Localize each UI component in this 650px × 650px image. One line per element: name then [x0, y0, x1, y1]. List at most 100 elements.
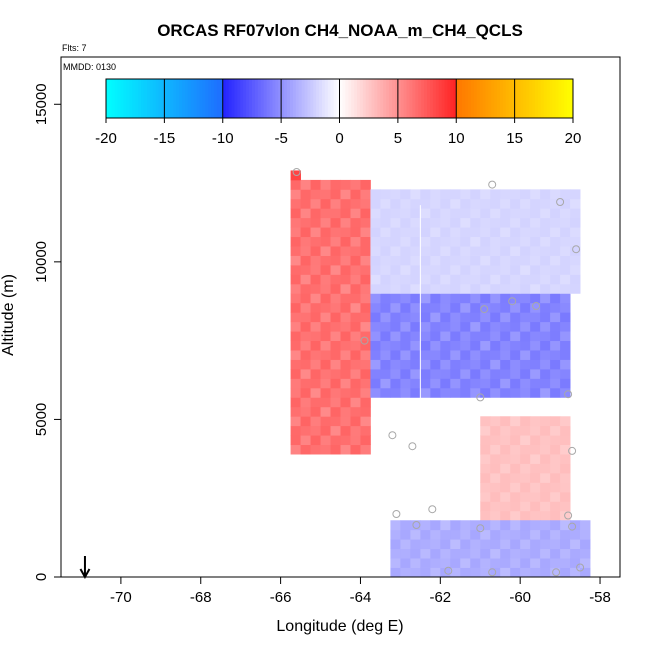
sample-point	[488, 568, 497, 577]
heatmap-cell	[330, 321, 341, 332]
heatmap-cell	[540, 340, 551, 351]
heatmap-cell	[400, 321, 411, 332]
heatmap-cell	[420, 387, 431, 398]
heatmap-cell	[450, 302, 461, 313]
heatmap-cell	[310, 293, 321, 304]
colorbar-segment	[336, 79, 340, 118]
heatmap-cell	[410, 246, 421, 256]
heatmap-cell	[450, 539, 461, 550]
heatmap-cell	[520, 189, 531, 200]
heatmap-cell	[390, 529, 401, 540]
heatmap-cell	[560, 539, 571, 550]
heatmap-cell	[330, 312, 341, 323]
colorbar-segment	[213, 79, 218, 118]
heatmap-cell	[450, 369, 461, 379]
heatmap-cell	[480, 567, 491, 578]
heatmap-cell	[380, 378, 391, 389]
heatmap-cell	[360, 265, 371, 275]
heatmap-cell	[510, 567, 521, 578]
x-tick-label: -64	[350, 589, 372, 606]
heatmap-cell	[520, 217, 531, 228]
heatmap-cell	[570, 198, 581, 209]
colorbar-segment	[149, 79, 154, 118]
colorbar-segment	[135, 79, 139, 118]
heatmap-cell	[510, 293, 521, 304]
heatmap-cell	[530, 283, 541, 294]
heatmap-cell	[470, 217, 481, 228]
heatmap-cell	[460, 539, 471, 550]
heatmap-cell	[470, 274, 481, 285]
heatmap-cell	[430, 255, 441, 266]
heatmap-cell	[530, 520, 541, 531]
heatmap-cell	[440, 369, 451, 379]
heatmap-cell	[360, 416, 371, 427]
heatmap-cell	[370, 340, 381, 351]
heatmap-cell	[550, 454, 561, 464]
heatmap-cell	[340, 406, 351, 417]
heatmap-cell	[420, 189, 431, 200]
heatmap-cell	[310, 255, 321, 266]
heatmap-cell	[430, 359, 441, 370]
heatmap-cell	[500, 567, 511, 578]
heatmap-cell	[420, 529, 431, 540]
heatmap-cell	[550, 463, 561, 474]
colorbar-segment	[438, 79, 443, 118]
heatmap-cell	[290, 340, 301, 351]
heatmap-cell	[560, 378, 571, 389]
heatmap-cell	[360, 312, 371, 323]
heatmap-cell	[440, 217, 451, 228]
heatmap-cell	[390, 520, 401, 531]
heatmap-cell	[310, 425, 321, 436]
heatmap-cell	[410, 321, 421, 332]
heatmap-cell	[320, 378, 331, 389]
heatmap-cell	[300, 283, 311, 294]
heatmap-cell	[310, 369, 321, 379]
heatmap-cell	[550, 520, 561, 531]
colorbar-segment	[397, 79, 402, 118]
heatmap-cell	[310, 198, 321, 209]
heatmap-cell	[560, 444, 571, 455]
heatmap-cell	[420, 208, 431, 219]
heatmap-cell	[430, 558, 441, 568]
heatmap-cell	[520, 520, 531, 531]
heatmap-cell	[320, 179, 331, 190]
heatmap-cell	[510, 435, 521, 446]
heatmap-cell	[560, 331, 571, 342]
heatmap-cell	[430, 378, 441, 389]
heatmap-cell	[480, 548, 491, 559]
heatmap-cell	[520, 274, 531, 285]
heatmap-cell	[390, 265, 401, 275]
colorbar-segment	[500, 79, 504, 118]
heatmap-cell	[380, 198, 391, 209]
heatmap-cell	[540, 558, 551, 568]
heatmap-cell	[500, 350, 511, 360]
heatmap-cell	[430, 340, 441, 351]
heatmap-cell	[570, 558, 581, 568]
heatmap-cell	[480, 491, 491, 502]
heatmap-cell	[480, 302, 491, 313]
heatmap-cell	[470, 520, 481, 531]
heatmap-cell	[390, 539, 401, 550]
heatmap-cell	[480, 378, 491, 389]
colorbar-segment	[240, 79, 244, 118]
colorbar-tick-label: 10	[448, 130, 465, 147]
heatmap-cell	[460, 331, 471, 342]
heatmap-cell	[370, 350, 381, 360]
heatmap-cell	[450, 387, 461, 398]
heatmap-cell	[530, 217, 541, 228]
heatmap-cell	[390, 558, 401, 568]
heatmap-cell	[390, 567, 401, 578]
heatmap-cell	[430, 283, 441, 294]
heatmap-cell	[550, 359, 561, 370]
heatmap-cell	[550, 274, 561, 285]
heatmap-cell	[480, 387, 491, 398]
heatmap-cell	[500, 246, 511, 256]
heatmap-cell	[380, 227, 391, 238]
heatmap-cell	[420, 331, 431, 342]
mmdd-label: MMDD: 0130	[63, 62, 116, 72]
heatmap-cell	[530, 548, 541, 559]
sample-point	[568, 522, 577, 531]
heatmap-cell	[500, 529, 511, 540]
heatmap-cell	[340, 378, 351, 389]
heatmap-cell	[450, 321, 461, 332]
